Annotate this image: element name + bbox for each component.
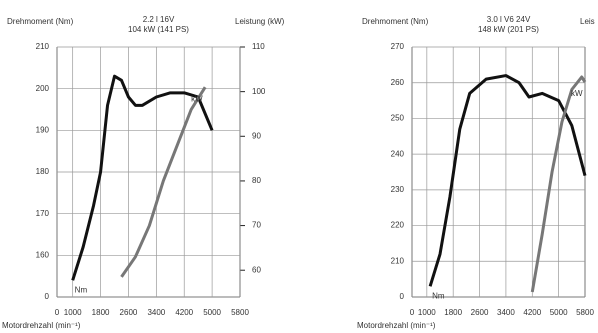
x-tick-label: 0 xyxy=(410,308,415,317)
y2-tick-label: 110 xyxy=(252,42,265,51)
y2-tick-label: 60 xyxy=(252,265,261,274)
x-tick-label: 4200 xyxy=(523,308,541,317)
x-tick-label: 5000 xyxy=(203,308,221,317)
x-axis-label: Motordrehzahl (min⁻¹) xyxy=(2,321,81,330)
x-tick-label: 1800 xyxy=(92,308,110,317)
y-tick-label: 0 xyxy=(45,292,50,301)
y-tick-label: 220 xyxy=(391,221,405,230)
line-series xyxy=(428,74,587,287)
y-tick-label: 200 xyxy=(36,84,50,93)
y-tick-label: 210 xyxy=(36,42,50,51)
x-axis-label: Motordrehzahl (min⁻¹) xyxy=(357,321,436,330)
x-tick-label: 2600 xyxy=(471,308,489,317)
y2-axis-label: Leis xyxy=(580,17,595,26)
x-tick-label: 5800 xyxy=(576,308,594,317)
y-tick-label: 190 xyxy=(36,125,50,134)
series-label: Nm xyxy=(75,285,88,294)
x-tick-label: 0 xyxy=(55,308,60,317)
x-tick-label: 1000 xyxy=(418,308,436,317)
x-tick-label: 3400 xyxy=(147,308,165,317)
chart-subtitle: 148 kW (201 PS) xyxy=(478,25,539,34)
y2-tick-label: 80 xyxy=(252,176,261,185)
y2-tick-label: 70 xyxy=(252,221,261,230)
x-tick-label: 4200 xyxy=(175,308,193,317)
chart-title: 3.0 l V6 24V xyxy=(487,15,531,24)
y2-axis-label: Leistung (kW) xyxy=(235,17,285,26)
x-tick-label: 3400 xyxy=(497,308,515,317)
line-series xyxy=(120,86,207,278)
chart-subtitle: 104 kW (141 PS) xyxy=(128,25,189,34)
x-tick-label: 1000 xyxy=(64,308,82,317)
series-label: kW xyxy=(191,94,203,103)
y2-tick-label: 100 xyxy=(252,87,266,96)
x-tick-label: 5000 xyxy=(550,308,568,317)
line-series xyxy=(530,75,587,293)
x-tick-label: 1800 xyxy=(444,308,462,317)
y-tick-label: 0 xyxy=(400,292,405,301)
chart-title: 2.2 l 16V xyxy=(143,15,175,24)
x-tick-label: 2600 xyxy=(120,308,138,317)
series-label: kW xyxy=(571,89,583,98)
y-tick-label: 250 xyxy=(391,114,405,123)
y-axis-label: Drehmoment (Nm) xyxy=(7,17,74,26)
y-tick-label: 260 xyxy=(391,78,405,87)
y-tick-label: 160 xyxy=(36,250,50,259)
y-tick-label: 180 xyxy=(36,167,50,176)
y-tick-label: 240 xyxy=(391,149,405,158)
y-tick-label: 270 xyxy=(391,42,405,51)
y2-tick-label: 90 xyxy=(252,131,261,140)
y-tick-label: 170 xyxy=(36,209,50,218)
y-tick-label: 230 xyxy=(391,185,405,194)
x-tick-label: 5800 xyxy=(231,308,249,317)
y-axis-label: Drehmoment (Nm) xyxy=(362,17,429,26)
series-label: Nm xyxy=(432,291,445,300)
line-series xyxy=(71,74,214,281)
y-tick-label: 210 xyxy=(391,256,405,265)
